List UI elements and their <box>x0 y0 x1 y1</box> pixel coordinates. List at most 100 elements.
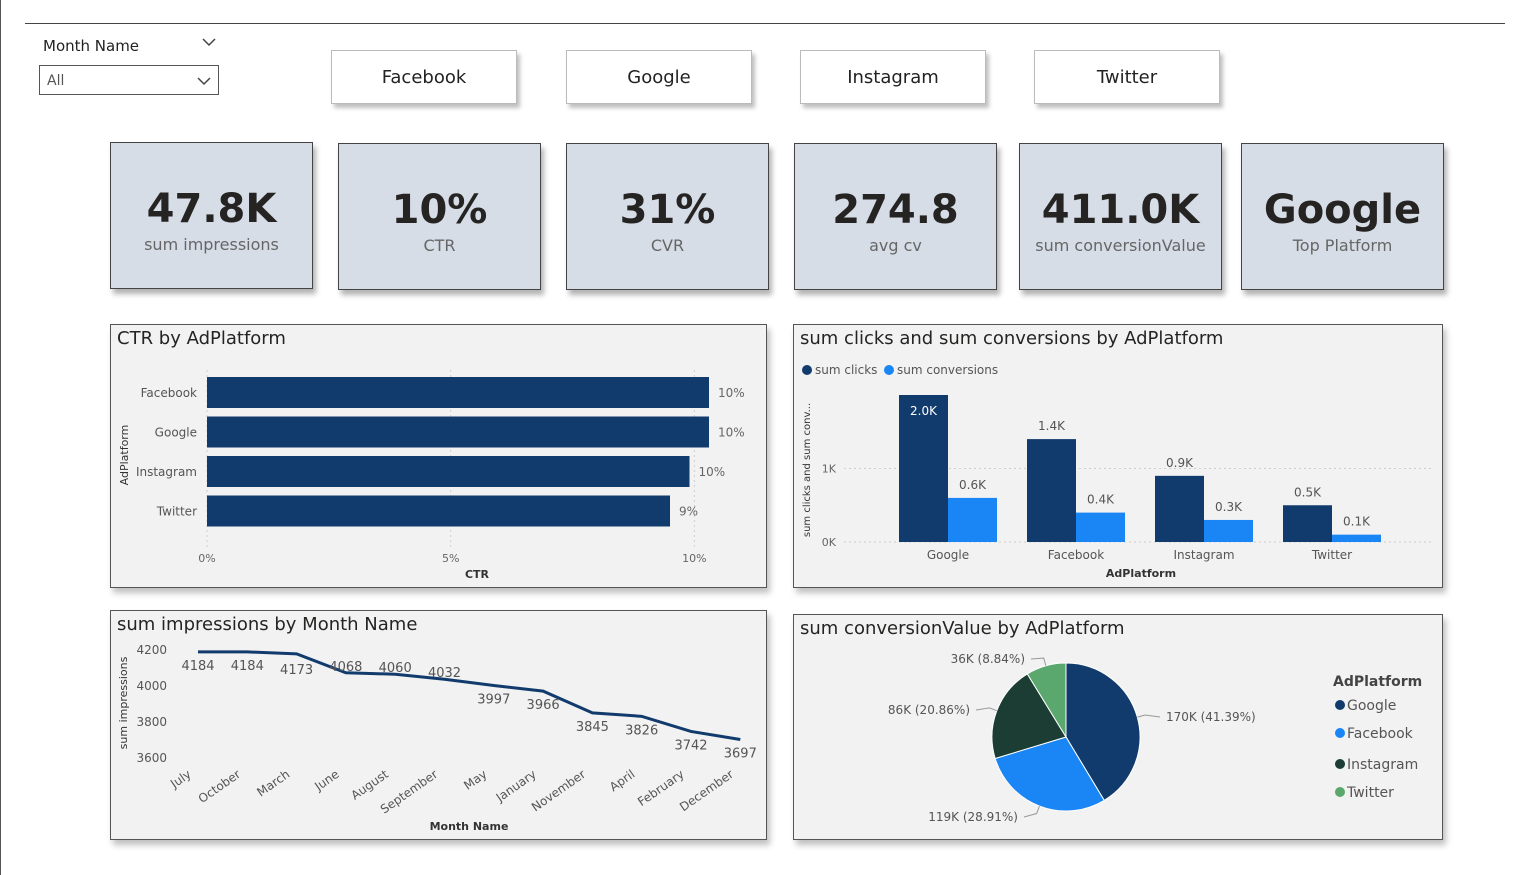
twitter-button[interactable]: Twitter <box>1034 50 1220 104</box>
data-label: 3845 <box>576 720 609 735</box>
data-label: 3966 <box>527 698 560 713</box>
ctr-bar-chart: 0% 5% 10% Facebook 10% Google 10% Instagram 10% T… <box>118 370 745 581</box>
legend-marker <box>884 365 894 375</box>
conversion-value-chart-panel: sum conversionValue by AdPlatform 170K (… <box>793 614 1443 840</box>
pie-slice <box>1026 662 1067 739</box>
legend-title: AdPlatform <box>1333 674 1422 690</box>
bar <box>207 416 709 448</box>
x-axis-label: CTR <box>465 568 490 581</box>
data-label: 4173 <box>280 663 313 678</box>
x-tick-label: June <box>311 767 341 794</box>
x-tick-label: 0% <box>198 552 215 565</box>
data-label: 9% <box>679 505 698 519</box>
y-axis-label: sum clicks and sum conv... <box>802 403 813 537</box>
bar <box>1283 505 1332 542</box>
chevron-down-icon[interactable] <box>201 33 217 52</box>
pie-slice <box>1065 662 1141 802</box>
data-label: 86K (20.86%) <box>888 703 970 717</box>
x-tick-label: January <box>493 767 539 805</box>
bar <box>1155 475 1204 542</box>
kpi-value: Google <box>1263 187 1422 233</box>
data-label: 3697 <box>724 747 757 762</box>
legend-label: sum conversions <box>897 363 998 377</box>
google-button[interactable]: Google <box>566 50 752 104</box>
data-label: 0.5K <box>1294 485 1322 499</box>
data-label: 4184 <box>231 659 264 674</box>
x-tick-label: April <box>607 767 638 794</box>
x-tick-label: November <box>529 767 588 814</box>
ctr-chart-panel: CTR by AdPlatform 0% 5% 10% Facebook 10% Goog… <box>110 324 767 588</box>
leader-line <box>975 707 998 712</box>
data-label: 3826 <box>625 723 658 738</box>
y-axis-label: sum impressions <box>117 656 130 749</box>
legend-label: Facebook <box>1347 726 1414 742</box>
x-tick-label: July <box>167 767 194 791</box>
x-tick-label: August <box>348 767 391 803</box>
bar <box>1027 439 1076 542</box>
facebook-button[interactable]: Facebook <box>331 50 517 104</box>
data-label: 10% <box>718 386 745 400</box>
data-label: 3997 <box>477 693 510 708</box>
conversion-value-pie-chart: 170K (41.39%) 119K (28.91%) 86K (20.86%) 36… <box>888 652 1422 824</box>
kpi-value: 274.8 <box>832 187 959 233</box>
pie-slice <box>994 736 1105 812</box>
legend-marker <box>802 365 812 375</box>
kpi-value: 47.8K <box>146 186 277 232</box>
legend-marker <box>1335 700 1345 710</box>
bar <box>1332 534 1381 542</box>
data-label: 1.4K <box>1038 419 1066 433</box>
bar <box>207 456 690 487</box>
chart-title: CTR by AdPlatform <box>117 328 286 349</box>
kpi-value: 411.0K <box>1041 187 1200 233</box>
data-label: 0.1K <box>1343 515 1371 529</box>
kpi-label: sum impressions <box>144 235 279 254</box>
data-label: 36K (8.84%) <box>951 652 1025 666</box>
y-tick-label: 1K <box>822 463 837 476</box>
leader-line <box>1023 805 1040 818</box>
bar <box>1204 519 1253 542</box>
instagram-button[interactable]: Instagram <box>800 50 986 104</box>
x-tick-label: Twitter <box>1311 548 1352 562</box>
legend-marker <box>1335 759 1345 769</box>
x-tick-label: Google <box>927 548 969 562</box>
x-tick-label: Facebook <box>1048 548 1104 562</box>
kpi-label: Top Platform <box>1292 236 1393 255</box>
chart-title: sum clicks and sum conversions by AdPlat… <box>800 328 1224 349</box>
data-label: 0.9K <box>1166 456 1194 470</box>
y-tick-label: Facebook <box>141 386 197 400</box>
y-tick-label: 4000 <box>136 679 167 693</box>
bar <box>899 395 948 542</box>
chart-title: sum conversionValue by AdPlatform <box>800 618 1125 639</box>
left-border <box>0 0 1 875</box>
data-label: 4068 <box>329 660 362 675</box>
kpi-label: CVR <box>650 236 685 255</box>
month-slicer-value: All <box>47 73 65 89</box>
legend-marker <box>1335 728 1345 738</box>
kpi-card-ctr: 10% CTR <box>338 143 541 290</box>
kpi-card-cvr: 31% CVR <box>566 143 769 290</box>
bar <box>207 495 671 527</box>
month-slicer-title: Month Name <box>43 37 140 55</box>
data-label: 119K (28.91%) <box>928 810 1018 824</box>
kpi-card-avg-cv: 274.8 avg cv <box>794 143 997 290</box>
bar <box>1076 512 1125 542</box>
chart-title: sum impressions by Month Name <box>117 614 418 635</box>
x-tick-label: March <box>254 767 292 799</box>
data-label: 4032 <box>428 666 461 681</box>
x-tick-label: May <box>461 767 489 793</box>
y-tick-label: 0K <box>822 536 837 549</box>
series-line <box>198 650 741 742</box>
y-tick-label: Google <box>155 426 197 440</box>
legend-marker <box>1335 787 1345 797</box>
y-tick-label: 3600 <box>136 751 167 765</box>
top-divider <box>25 23 1505 24</box>
legend-label: Twitter <box>1346 785 1394 801</box>
kpi-card-conversion-value: 411.0K sum conversionValue <box>1019 143 1222 290</box>
x-axis-label: Month Name <box>430 820 509 833</box>
data-label: 4184 <box>181 659 214 674</box>
data-label: 10% <box>718 426 745 440</box>
kpi-card-top-platform: Google Top Platform <box>1241 143 1444 290</box>
kpi-card-impressions: 47.8K sum impressions <box>110 142 313 289</box>
data-label: 4060 <box>379 661 412 676</box>
month-slicer-dropdown[interactable]: All <box>39 65 219 95</box>
